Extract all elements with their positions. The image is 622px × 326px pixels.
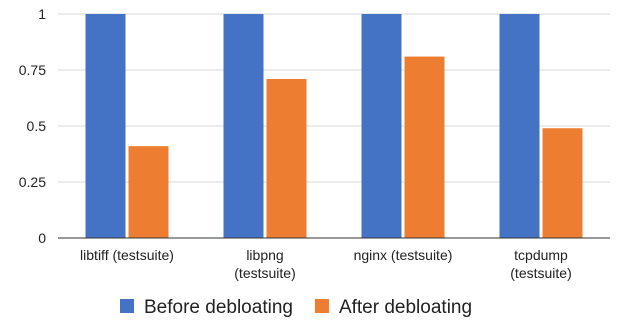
x-category-label: libpng (testsuite) xyxy=(234,247,295,281)
y-tick-label: 0.25 xyxy=(19,174,46,190)
y-tick-label: 0.5 xyxy=(27,118,47,134)
y-tick-label: 0.75 xyxy=(19,62,46,78)
legend-label: Before debloating xyxy=(144,297,293,318)
bar-before-debloating xyxy=(499,14,540,238)
legend: Before debloating After debloating xyxy=(120,297,472,318)
bars xyxy=(85,14,583,239)
legend-label: After debloating xyxy=(339,297,472,318)
bar-before-debloating xyxy=(361,14,402,238)
legend-swatch xyxy=(314,299,329,313)
x-axis-labels: libtiff (testsuite) libpng (testsuite) ngin… xyxy=(80,247,572,281)
y-axis-ticks: 0 0.25 0.5 0.75 1 xyxy=(19,6,46,246)
bar-after-debloating xyxy=(266,78,307,239)
bar-after-debloating xyxy=(404,56,445,239)
bar-after-debloating xyxy=(542,128,583,238)
x-category-label: libtiff (testsuite) xyxy=(80,247,174,263)
y-tick-label: 0 xyxy=(38,230,46,246)
x-category-label: nginx (testsuite) xyxy=(354,247,453,263)
bar-before-debloating xyxy=(85,14,126,238)
legend-swatch xyxy=(120,299,134,313)
x-category-label: tcpdump (testsuite) xyxy=(510,247,571,281)
bar-before-debloating xyxy=(223,14,264,238)
y-tick-label: 1 xyxy=(38,6,46,22)
bar-after-debloating xyxy=(128,146,169,238)
